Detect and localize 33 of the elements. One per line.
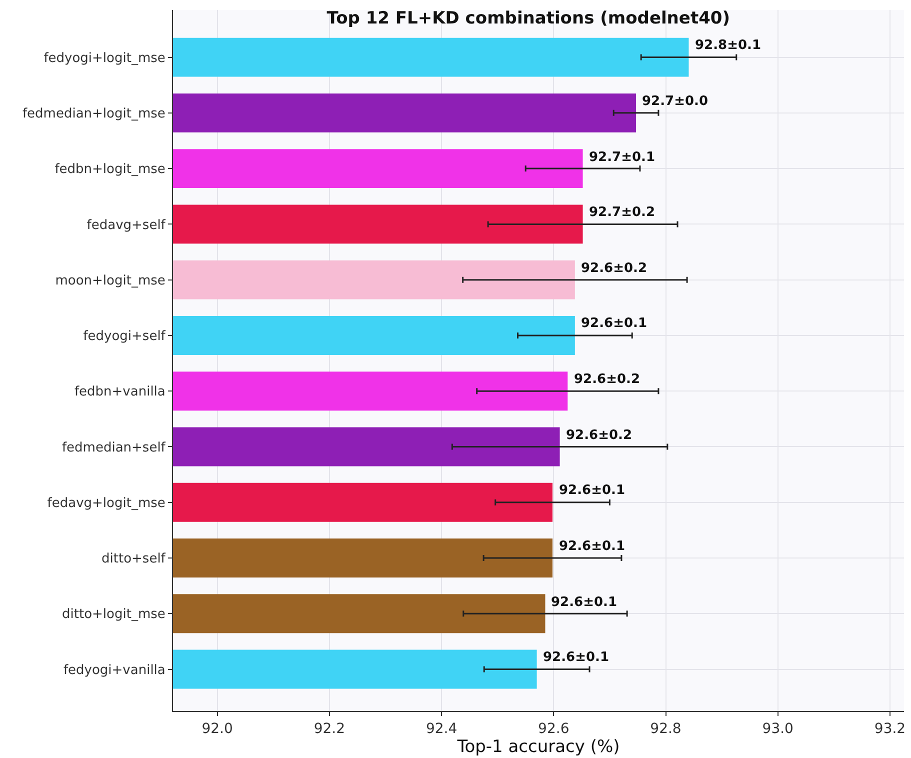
data-label: 92.6±0.2 — [574, 372, 640, 387]
data-label: 92.6±0.1 — [559, 539, 625, 554]
y-tick-label: fedbn+logit_mse — [54, 162, 166, 178]
y-tick-label: ditto+logit_mse — [62, 607, 166, 622]
y-tick-label: fedyogi+self — [83, 329, 166, 344]
y-tick-label: fedmedian+self — [62, 440, 166, 456]
x-tick-label: 92.4 — [426, 720, 458, 737]
chart-title: Top 12 FL+KD combinations (modelnet40) — [326, 8, 730, 28]
data-label: 92.7±0.1 — [589, 150, 655, 165]
data-label: 92.6±0.2 — [566, 428, 632, 443]
x-axis-title: Top-1 accuracy (%) — [456, 737, 620, 758]
data-label: 92.6±0.1 — [551, 595, 617, 610]
data-label: 92.7±0.2 — [589, 205, 655, 220]
data-label: 92.6±0.1 — [559, 483, 625, 498]
data-label: 92.6±0.1 — [581, 316, 647, 331]
y-tick-label: fedbn+vanilla — [74, 384, 166, 400]
x-tick-label: 92.2 — [314, 720, 345, 737]
y-tick-label: fedavg+logit_mse — [47, 496, 166, 511]
x-tick-label: 92.6 — [538, 720, 570, 737]
y-tick-label: fedmedian+logit_mse — [22, 106, 166, 122]
data-label: 92.6±0.2 — [581, 261, 647, 276]
x-tick-label: 92.0 — [202, 720, 233, 737]
x-tick-label: 92.8 — [650, 720, 682, 737]
x-tick-label: 93.2 — [874, 720, 906, 737]
y-tick-label: fedavg+self — [86, 218, 166, 233]
x-tick-label: 93.0 — [762, 720, 794, 737]
y-tick-label: moon+logit_mse — [55, 273, 166, 288]
y-tick-label: fedyogi+vanilla — [63, 662, 166, 678]
y-tick-label: fedyogi+logit_mse — [44, 50, 166, 66]
data-label: 92.8±0.1 — [695, 38, 761, 53]
y-tick-label: ditto+self — [102, 552, 166, 567]
data-label: 92.7±0.0 — [642, 94, 708, 109]
data-label: 92.6±0.1 — [543, 650, 609, 665]
